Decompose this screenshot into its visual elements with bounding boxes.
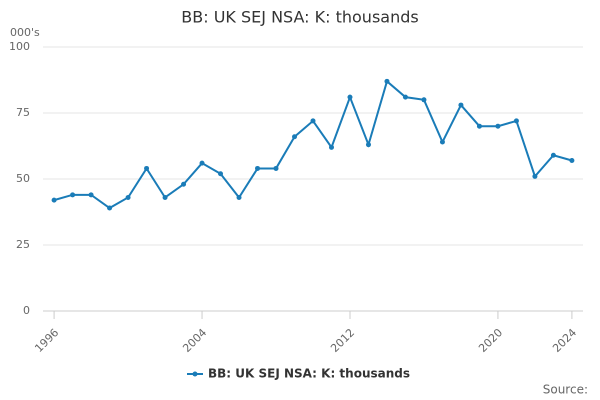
y-tick-label: 0 [23,304,30,317]
point [476,123,482,129]
point [402,94,408,100]
point [218,171,224,177]
legend-marker [192,371,198,377]
point [162,194,168,200]
point [107,205,113,211]
point [513,118,519,124]
point [292,134,298,140]
point [88,192,94,198]
y-tick-label: 50 [16,172,30,185]
point [421,97,427,103]
point [365,142,371,148]
y-tick-label: 25 [16,238,30,251]
point [181,181,187,187]
point [495,123,501,129]
point [51,197,57,203]
chart-title: BB: UK SEJ NSA: K: thousands [181,8,418,27]
point [569,158,575,164]
point [347,94,353,100]
y-tick-label: 75 [16,106,30,119]
point [236,194,242,200]
x-tick-label: 2004 [180,326,209,355]
point [310,118,316,124]
point [255,165,261,171]
y-unit-label: 000's [10,26,40,39]
line [53,79,573,210]
point [273,165,279,171]
x-tick-label: 2020 [476,326,505,355]
point [70,192,76,198]
point [550,152,556,158]
source-label: Source: [543,383,588,397]
point [458,102,464,108]
legend-label: BB: UK SEJ NSA: K: thousands [208,367,410,381]
point [532,173,538,179]
x-tick-label: 2012 [328,326,357,355]
y-tick-label: 100 [9,40,30,53]
x-tick-label: 2024 [550,326,579,355]
point [125,194,131,200]
point [328,144,334,150]
point [144,165,150,171]
point [199,160,205,166]
x-tick-label: 1996 [32,326,61,355]
point [384,78,390,84]
point [439,139,445,145]
